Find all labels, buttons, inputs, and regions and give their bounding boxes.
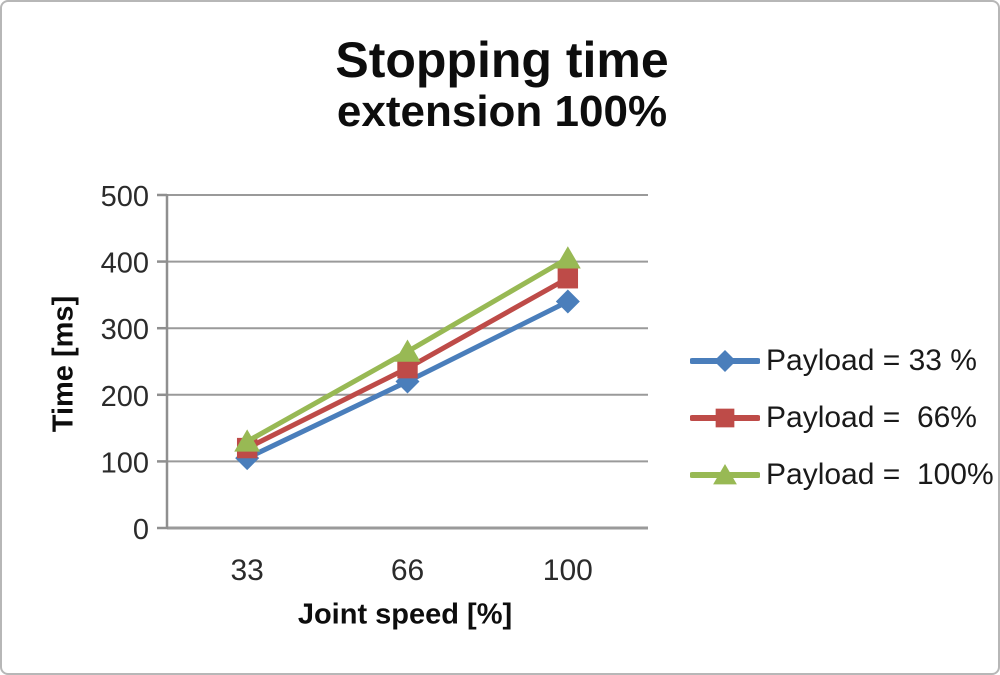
x-axis-title: Joint speed [%] [297, 598, 513, 631]
x-tick-label: 66 [391, 554, 424, 587]
y-tick-label: 400 [101, 248, 149, 280]
data-point-marker-triangle [554, 246, 581, 269]
x-tick-label: 33 [230, 554, 263, 587]
y-tick-label: 200 [101, 381, 149, 413]
data-point-marker-square [715, 408, 735, 428]
legend: Payload = 33 % Payload = 66% Payload = 1… [689, 344, 994, 492]
chart-title-line2: extension 100% [336, 87, 668, 136]
y-tick-label: 300 [101, 314, 149, 346]
y-axis-title: Time [ms] [47, 295, 80, 433]
y-tick-label: 100 [101, 447, 149, 479]
legend-label: Payload = 100% [766, 458, 994, 491]
y-tick-label: 0 [133, 514, 149, 546]
legend-item-payload-100: Payload = 100% [689, 458, 994, 492]
data-point-marker-triangle [713, 464, 737, 485]
legend-marker-diamond-icon [689, 347, 761, 375]
data-point-marker-triangle [394, 339, 421, 362]
data-point-marker-square [557, 268, 579, 289]
x-tick-label: 100 [543, 554, 593, 587]
data-point-marker-diamond [714, 350, 736, 372]
legend-item-payload-66: Payload = 66% [689, 401, 994, 435]
legend-label: Payload = 33 % [766, 344, 977, 377]
data-point-marker-diamond [555, 289, 580, 314]
legend-item-payload-33: Payload = 33 % [689, 344, 994, 378]
chart-title-line1: Stopping time [335, 32, 669, 88]
legend-marker-square-icon [689, 404, 761, 432]
chart-title: Stopping time extension 100% [335, 32, 668, 136]
y-tick-label: 500 [101, 181, 149, 213]
data-point-marker-triangle [234, 429, 261, 452]
data-point-marker-square [397, 357, 418, 379]
legend-label: Payload = 66% [766, 401, 977, 434]
legend-marker-triangle-icon [689, 461, 761, 489]
